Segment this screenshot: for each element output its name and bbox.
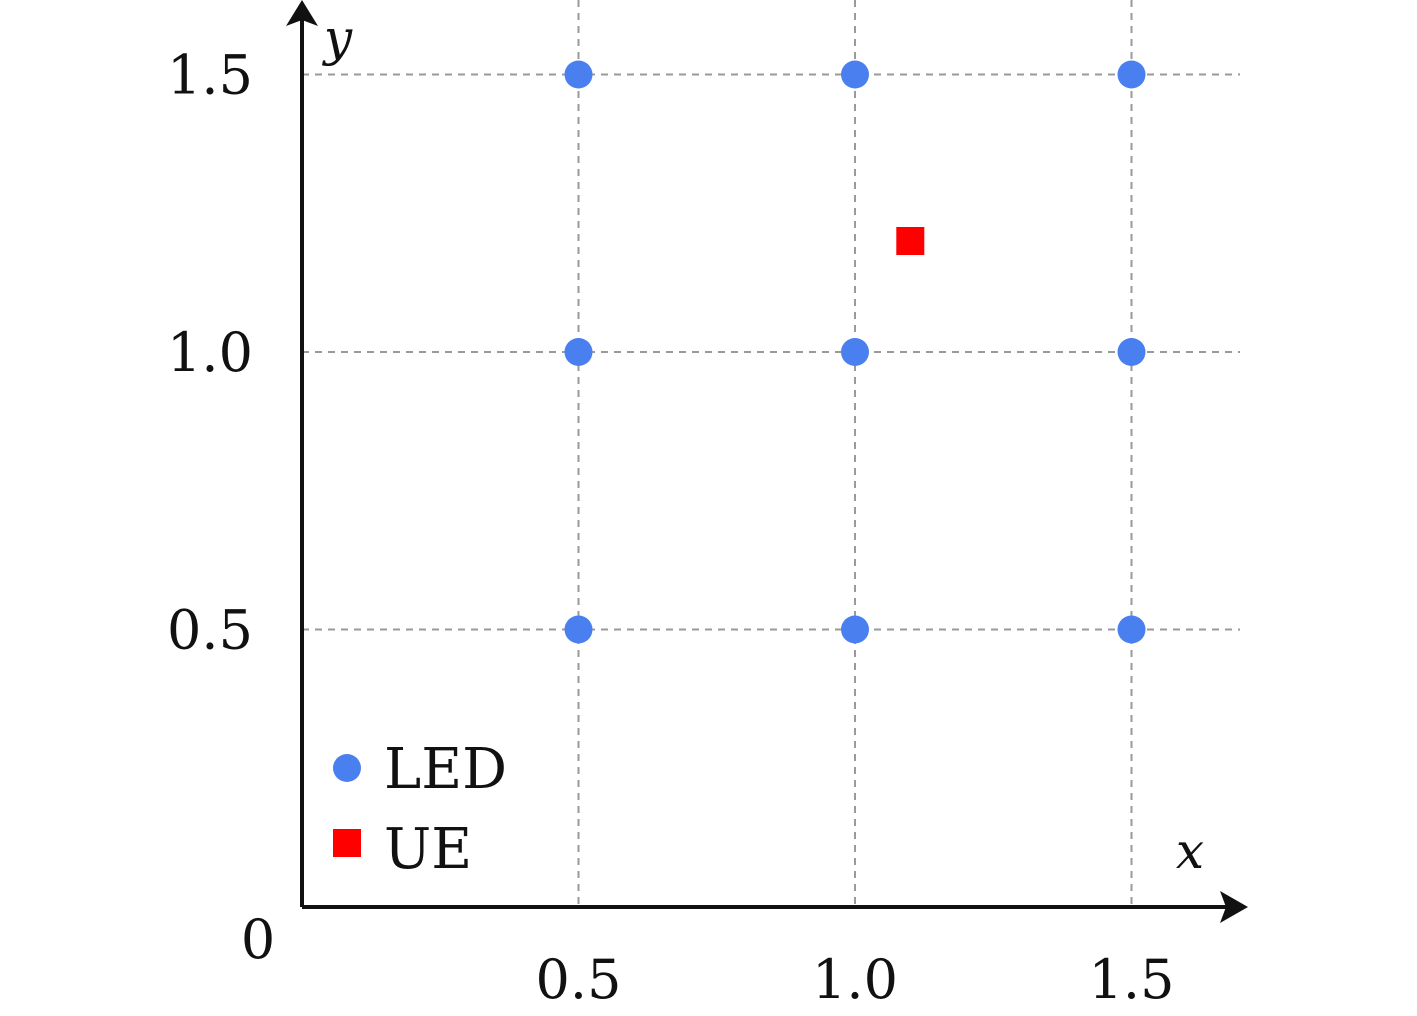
led-point (841, 60, 869, 89)
y-axis-label: y (322, 9, 353, 67)
led-point (1117, 615, 1146, 644)
led-point (1117, 338, 1146, 366)
led-point (564, 60, 593, 89)
x-tick-label: 1.0 (812, 948, 898, 1011)
x-tick-label: 1.5 (1089, 948, 1175, 1011)
origin-label: 0 (241, 908, 275, 971)
led-point (564, 615, 593, 644)
legend-label-led: LED (384, 737, 507, 802)
led-point (841, 615, 869, 644)
y-tick-label: 1.5 (167, 44, 253, 107)
data-points (564, 60, 1146, 644)
x-axis-label: x (1176, 822, 1204, 880)
x-tick-label: 0.5 (536, 948, 622, 1011)
led-point (841, 338, 869, 366)
grid-lines (302, 0, 1240, 907)
ue-point (896, 227, 925, 255)
legend: LED UE (333, 737, 507, 882)
x-tick-labels: 0.5 1.0 1.5 (536, 948, 1175, 1011)
x-axis-arrowhead (1220, 891, 1248, 923)
axes: x y 0 (241, 0, 1248, 971)
y-axis-arrowhead (286, 0, 318, 26)
y-tick-labels: 0.5 1.0 1.5 (167, 44, 253, 662)
legend-marker-ue (333, 829, 361, 857)
led-point (564, 338, 593, 366)
led-point (1117, 60, 1146, 89)
legend-marker-led (333, 754, 361, 782)
legend-label-ue: UE (384, 817, 472, 882)
y-tick-label: 0.5 (167, 599, 253, 662)
y-tick-label: 1.0 (167, 321, 253, 384)
